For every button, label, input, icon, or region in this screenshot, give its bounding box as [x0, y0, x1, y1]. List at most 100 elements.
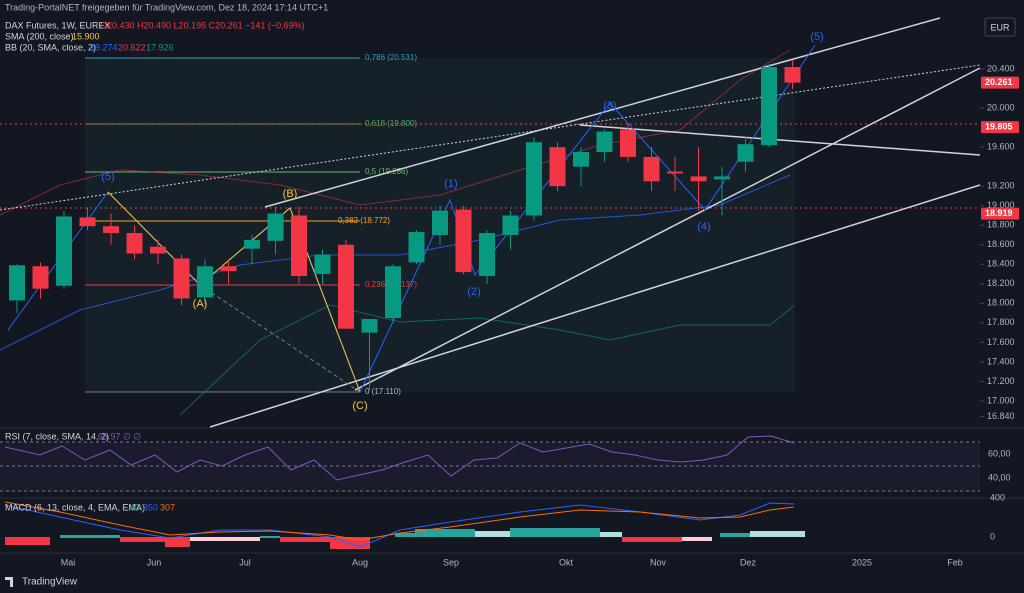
rsi-values: 69.97 ∅ ∅: [98, 431, 141, 441]
x-tick-label: Jul: [239, 557, 251, 567]
y-axis: 20.400 20.000 19.600 19.200 19.000 18.800 18.6…: [980, 63, 1019, 421]
candle-body: [385, 266, 401, 318]
wave-label: (3): [603, 100, 616, 112]
price-tag: [981, 76, 1019, 89]
macd-tick: 400: [990, 492, 1005, 502]
x-tick-label: Nov: [650, 557, 667, 567]
fib-label: 0,5 (19.286): [365, 167, 408, 176]
x-tick-label: Okt: [559, 557, 574, 567]
y-tick-label: 17.800: [987, 317, 1015, 327]
candle-body: [620, 129, 636, 157]
x-tick-label: Mai: [61, 557, 76, 567]
candle-body: [220, 266, 237, 272]
candle-body: [432, 210, 448, 235]
candle-body: [32, 266, 49, 289]
candle-body: [526, 142, 542, 216]
wave-label: (2): [467, 286, 480, 298]
candle-body: [267, 213, 284, 241]
candles: [9, 60, 801, 391]
y-tick-label: 18.200: [987, 278, 1015, 288]
price-axis-bg: [980, 0, 1024, 593]
x-axis: Mai Jun Jul Aug Sep Okt Nov Dez 2025 Feb: [61, 557, 963, 567]
y-tick-label: 17.400: [987, 356, 1015, 366]
x-tick-label: Dez: [740, 557, 757, 567]
overlays: [0, 17, 981, 428]
candle-body: [103, 226, 119, 234]
rsi-tick: 60,00: [988, 448, 1011, 458]
candle-body: [173, 258, 190, 299]
candle-body: [9, 265, 25, 301]
price-tag-label: 20.261: [985, 77, 1013, 87]
signal-line: [4, 501, 795, 541]
bb-label: BB (20, SMA, close, 2): [5, 42, 96, 52]
price-tag-label: 18.919: [985, 208, 1013, 218]
rsi-label: RSI (7, close, SMA, 14, 2): [5, 431, 109, 441]
macd-value: 350: [143, 502, 158, 512]
wave-label: (5): [810, 31, 823, 43]
candle-body: [408, 232, 425, 263]
macd-line: [4, 502, 795, 548]
y-tick-label: 16.840: [987, 411, 1015, 421]
y-tick-label: 18.600: [987, 239, 1015, 249]
candle-body: [361, 318, 378, 333]
y-tick-label: 20.400: [987, 63, 1015, 73]
wave-label: (4): [697, 221, 710, 233]
brand: TradingView: [22, 577, 78, 588]
x-tick-label: Aug: [352, 557, 368, 567]
macd-value: 43: [130, 502, 140, 512]
bb-value: 20.622: [118, 42, 146, 52]
candle-body: [244, 239, 260, 249]
candle-body: [314, 254, 331, 275]
rsi-tick: 40,00: [988, 472, 1011, 482]
price-tag: [981, 121, 1019, 134]
fib-label: 0,618 (19.800): [365, 119, 417, 128]
macd-tick: 0: [990, 531, 995, 541]
y-tick-label: 17.600: [987, 337, 1015, 347]
y-tick-label: 18.400: [987, 259, 1015, 269]
bb-value: 19.274: [90, 42, 118, 52]
currency: EUR: [990, 22, 1010, 32]
wave-label: (A): [193, 298, 208, 310]
y-tick-label: 19.600: [987, 142, 1015, 152]
candle-body: [690, 176, 707, 182]
y-tick-label: 17.000: [987, 395, 1015, 405]
wave-label: (C): [352, 400, 367, 412]
candle-body: [126, 233, 143, 254]
candle-body: [643, 156, 660, 182]
currency-box: [984, 17, 1016, 37]
x-tick-label: 2025: [852, 557, 872, 567]
fib-label: 0,786 (20.531): [365, 53, 417, 62]
fib-lines: [0, 57, 980, 393]
candle-body: [761, 67, 777, 146]
candle-body: [667, 171, 683, 174]
candle-body: [338, 244, 354, 329]
y-tick-label: 19.200: [987, 181, 1015, 191]
fib-label: 0,382 (18.772): [338, 216, 390, 225]
y-tick-label: 17.200: [987, 376, 1015, 386]
candle-body: [455, 209, 472, 273]
macd-histogram: [5, 528, 805, 549]
candle-body: [479, 233, 495, 277]
rsi-band: [0, 442, 980, 492]
macd-label: MACD (6, 13, close, 4, EMA, EMA): [5, 502, 145, 512]
candle-body: [573, 152, 589, 167]
y-tick-label: 18.800: [987, 220, 1015, 230]
chart-title: DAX Futures, 1W, EUREX: [5, 20, 111, 30]
wave-label: (B): [283, 188, 298, 200]
candle-body: [714, 176, 730, 180]
share-text: Trading-PortalNET freigegeben für Tradin…: [5, 2, 328, 12]
candle-body: [197, 266, 213, 298]
candle-body: [291, 215, 307, 277]
y-tick-label: 19.000: [987, 200, 1015, 210]
ohlc-readout: O20.430 H20.490 L20.195 C20.261 −141 (−0…: [100, 20, 305, 30]
candle-body: [56, 216, 72, 286]
x-tick-label: Sep: [443, 557, 459, 567]
candle-body: [150, 246, 166, 254]
price-tag: [981, 207, 1019, 220]
candle-body: [549, 147, 566, 187]
candle-body: [79, 217, 96, 227]
brand-logo: [5, 577, 13, 587]
wave-labels: (5) (A) (B) (C) (1) (2) (3) (4) (5): [101, 31, 823, 412]
